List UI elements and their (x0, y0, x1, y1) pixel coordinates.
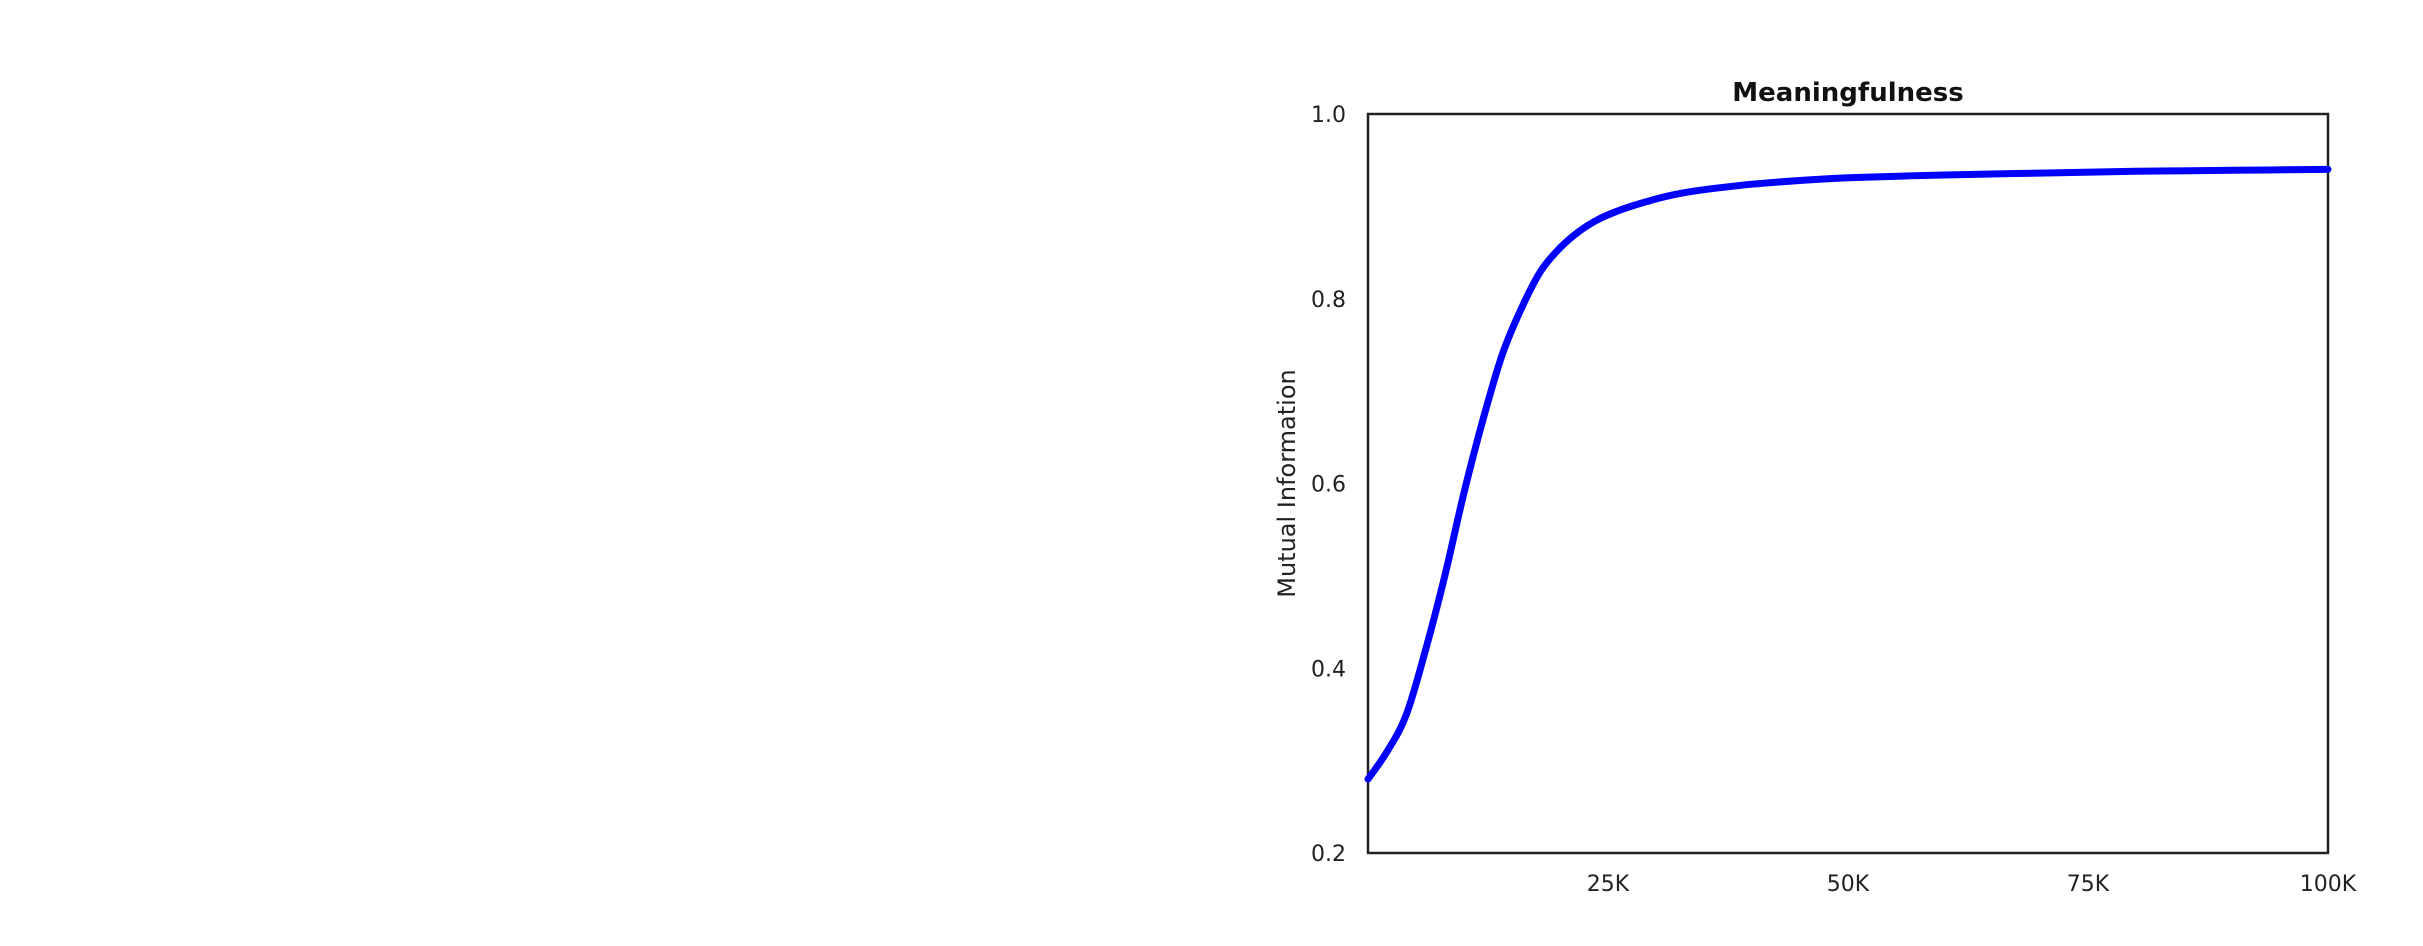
y-axis-label: Mutual Information (1273, 369, 1301, 597)
x-tick-label: 75K (2067, 872, 2110, 897)
plot-area: 0.2 0.4 0.6 0.8 1.0 25K 50K 75K 100K (1311, 103, 2357, 897)
y-tick-label: 0.4 (1311, 657, 1346, 682)
x-tick-label: 25K (1587, 872, 1630, 897)
x-tick-label: 100K (2300, 872, 2357, 897)
y-tick-label: 0.6 (1311, 473, 1346, 498)
x-axis: 25K 50K 75K 100K (1587, 872, 2357, 897)
series-line (1364, 165, 2332, 783)
y-tick-label: 0.8 (1311, 288, 1346, 313)
chart-title: Meaningfulness (1732, 78, 1963, 108)
x-tick-label: 50K (1827, 872, 1870, 897)
plot-frame (1366, 112, 2330, 855)
y-tick-label: 1.0 (1311, 103, 1346, 128)
y-axis: 0.2 0.4 0.6 0.8 1.0 (1311, 103, 1346, 867)
y-tick-label: 0.2 (1311, 842, 1346, 867)
